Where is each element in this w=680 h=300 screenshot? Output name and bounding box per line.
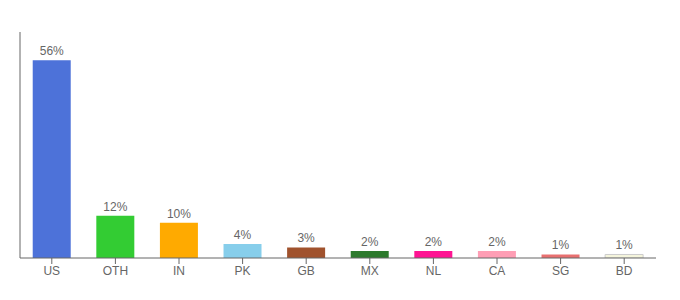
- svg-text:BD: BD: [616, 264, 633, 278]
- svg-text:2%: 2%: [425, 235, 443, 249]
- svg-text:1%: 1%: [615, 238, 633, 252]
- svg-text:US: US: [43, 264, 60, 278]
- svg-text:GB: GB: [298, 264, 315, 278]
- svg-text:SG: SG: [552, 264, 569, 278]
- svg-text:12%: 12%: [103, 200, 127, 214]
- svg-text:10%: 10%: [167, 207, 191, 221]
- svg-text:3%: 3%: [297, 231, 315, 245]
- svg-text:NL: NL: [426, 264, 442, 278]
- svg-text:PK: PK: [235, 264, 251, 278]
- svg-text:MX: MX: [361, 264, 379, 278]
- svg-text:2%: 2%: [361, 235, 379, 249]
- svg-text:2%: 2%: [488, 235, 506, 249]
- svg-text:CA: CA: [489, 264, 506, 278]
- svg-text:1%: 1%: [552, 238, 570, 252]
- svg-text:56%: 56%: [40, 44, 64, 58]
- svg-text:IN: IN: [173, 264, 185, 278]
- svg-text:OTH: OTH: [103, 264, 128, 278]
- svg-text:4%: 4%: [234, 228, 252, 242]
